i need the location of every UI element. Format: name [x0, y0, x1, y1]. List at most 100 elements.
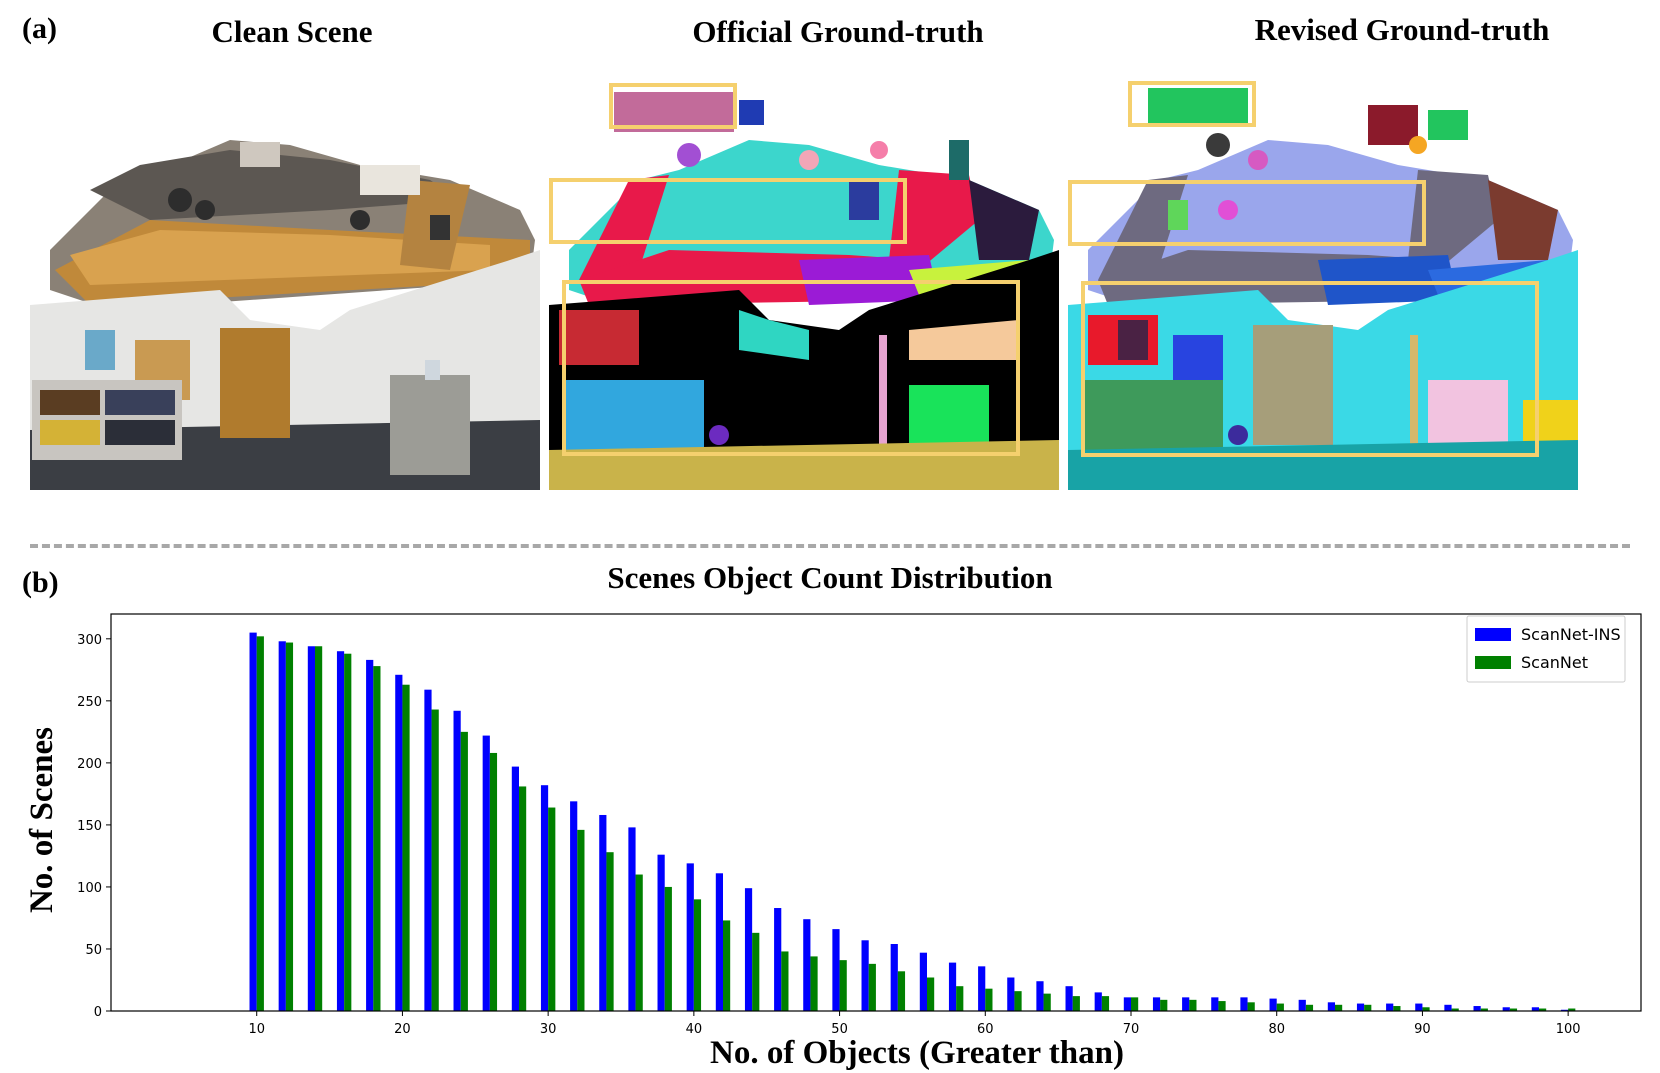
bar-scannet-62	[1014, 991, 1022, 1011]
column-title-official-ground-truth: Official Ground-truth	[692, 14, 984, 49]
y-tick-label: 200	[77, 757, 102, 772]
bar-scannet-64	[1043, 993, 1051, 1011]
bar-scannet-ins-58	[948, 962, 957, 1011]
bar-scannet-66	[1072, 996, 1080, 1011]
plot-frame	[110, 613, 1642, 1012]
bar-scannet-44	[752, 932, 760, 1011]
bar-scannet-52	[868, 963, 876, 1011]
bar-scannet-20	[402, 684, 410, 1011]
bar-scannet-ins-60	[978, 966, 986, 1011]
bar-scannet-ins-64	[1036, 981, 1044, 1011]
bar-scannet-50	[839, 960, 847, 1011]
bar-scannet-42	[723, 920, 731, 1011]
bar-scannet-ins-10	[249, 632, 257, 1011]
bar-scannet-80	[1276, 1003, 1284, 1011]
bar-scannet-ins-36	[628, 827, 636, 1011]
clean-scene-room-image	[30, 250, 540, 490]
column-title-revised-ground-truth: Revised Ground-truth	[1254, 12, 1550, 47]
bar-scannet-98	[1539, 1008, 1547, 1011]
bar-scannet-88	[1393, 1006, 1401, 1011]
bar-scannet-ins-96	[1502, 1007, 1510, 1011]
x-tick-label: 100	[1556, 1022, 1581, 1037]
bar-scannet-ins-62	[1007, 977, 1015, 1011]
bar-scannet-ins-50	[832, 929, 840, 1011]
bar-scannet-ins-20	[395, 674, 403, 1011]
bar-scannet-78	[1247, 1002, 1255, 1011]
bar-scannet-86	[1364, 1004, 1372, 1011]
bar-scannet-74	[1189, 999, 1197, 1011]
bar-scannet-ins-90	[1415, 1003, 1423, 1011]
bar-scannet-ins-70	[1123, 997, 1131, 1011]
bar-scannet-ins-40	[686, 863, 694, 1011]
bar-scannet-ins-32	[570, 801, 578, 1011]
bar-scannet-24	[460, 731, 468, 1011]
y-axis-label: No. of Scenes	[24, 727, 60, 913]
x-tick-label: 60	[977, 1022, 994, 1037]
bar-scannet-ins-48	[803, 919, 811, 1011]
bar-scannet-ins-14	[307, 646, 315, 1011]
bar-scannet-ins-100	[1560, 1009, 1569, 1011]
bar-scannet-18	[373, 666, 381, 1011]
bar-scannet-ins-30	[540, 785, 549, 1011]
bar-scannet-ins-76	[1211, 997, 1219, 1011]
bar-scannet-ins-42	[715, 873, 723, 1011]
bar-scannet-94	[1480, 1008, 1488, 1011]
bar-scannet-ins-80	[1269, 998, 1277, 1011]
bar-chart: 0 50 100 150 200 250 300 10 20 30 40 50 60 70 80 90 100 …	[0, 600, 1660, 1073]
bar-scannet-96	[1509, 1008, 1518, 1011]
bar-scannet-ins-46	[774, 908, 782, 1011]
bar-scannet-ins-24	[453, 710, 461, 1011]
chart-title: Scenes Object Count Distribution	[607, 560, 1053, 595]
x-tick-label: 40	[686, 1022, 703, 1037]
bar-scannet-ins-44	[744, 888, 753, 1011]
bar-scannet-ins-28	[511, 766, 519, 1011]
bar-scannet-ins-26	[482, 735, 490, 1011]
bar-scannet-84	[1335, 1004, 1343, 1011]
bar-scannet-ins-86	[1356, 1003, 1365, 1011]
y-tick-label: 100	[77, 881, 102, 896]
bar-scannet-ins-54	[890, 944, 898, 1011]
x-tick-label: 20	[394, 1022, 411, 1037]
bar-scannet-22	[431, 709, 439, 1011]
bar-scannet-ins-84	[1327, 1002, 1335, 1011]
bar-scannet-ins-68	[1094, 992, 1102, 1011]
y-tick-label: 300	[77, 633, 102, 648]
bar-scannet-ins-18	[366, 659, 374, 1011]
y-tick-label: 150	[77, 819, 102, 834]
bar-scannet-32	[577, 829, 585, 1011]
x-axis-label: No. of Objects (Greater than)	[710, 1035, 1124, 1071]
bar-scannet-ins-22	[424, 689, 432, 1011]
bar-scannet-28	[519, 786, 527, 1011]
bar-scannet-38	[664, 886, 672, 1011]
bar-scannet-ins-74	[1182, 997, 1190, 1011]
x-tick-label: 30	[540, 1022, 557, 1037]
legend-swatch-scannet-ins	[1475, 628, 1511, 641]
bar-scannet-34	[606, 852, 614, 1011]
clean-scene-office-image	[30, 70, 540, 320]
bar-scannet-58	[956, 986, 964, 1011]
bar-scannet-48	[810, 956, 818, 1011]
bar-scannet-ins-52	[861, 940, 869, 1011]
official-ground-truth-room-image	[549, 250, 1059, 490]
bar-scannet-92	[1451, 1008, 1459, 1011]
x-tick-label: 10	[248, 1022, 265, 1037]
legend-label-scannet: ScanNet	[1521, 653, 1588, 672]
bar-scannet-ins-78	[1240, 997, 1248, 1011]
bar-scannet-ins-16	[336, 651, 345, 1011]
bar-scannet-40	[693, 899, 702, 1011]
bar-scannet-46	[781, 951, 789, 1011]
bar-scannet-72	[1160, 999, 1168, 1011]
bar-scannet-ins-12	[278, 641, 286, 1011]
x-tick-label: 80	[1268, 1022, 1285, 1037]
bar-scannet-68	[1101, 996, 1110, 1011]
bar-scannet-60	[985, 988, 993, 1011]
panel-b-label: (b)	[22, 566, 59, 599]
bar-scannet-ins-34	[599, 814, 607, 1011]
y-tick-label: 0	[94, 1005, 102, 1020]
bar-scannet-100	[1568, 1008, 1576, 1011]
legend-swatch-scannet	[1475, 656, 1511, 669]
bar-scannet-70	[1131, 997, 1139, 1011]
bar-scannet-10	[256, 636, 264, 1011]
bar-scannet-ins-82	[1298, 999, 1306, 1011]
